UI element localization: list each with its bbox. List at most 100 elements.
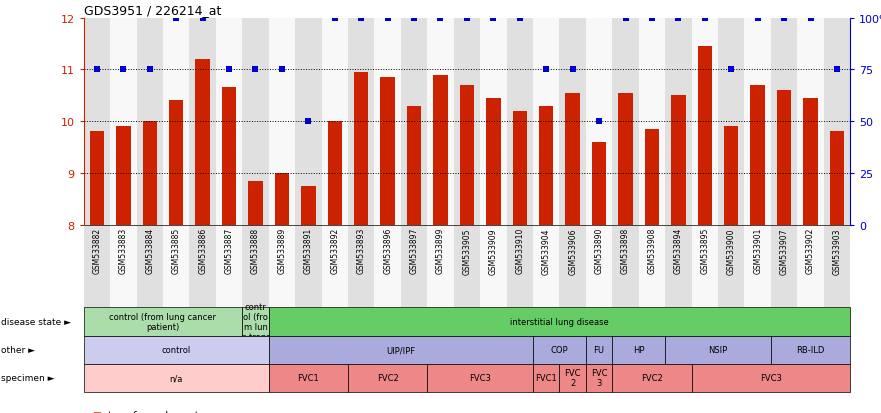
Bar xyxy=(824,19,850,225)
Text: GSM533898: GSM533898 xyxy=(621,228,630,274)
Bar xyxy=(295,225,322,308)
Bar xyxy=(269,225,295,308)
Bar xyxy=(586,336,612,364)
Bar xyxy=(269,364,348,392)
Bar xyxy=(427,19,454,225)
Bar xyxy=(401,225,427,308)
Bar xyxy=(242,225,269,308)
Bar xyxy=(137,19,163,225)
Bar xyxy=(539,106,553,225)
Text: GSM533890: GSM533890 xyxy=(595,228,603,274)
Text: GSM533909: GSM533909 xyxy=(489,228,498,274)
Bar xyxy=(507,225,533,308)
Bar xyxy=(559,225,586,308)
Bar xyxy=(559,364,586,392)
Bar xyxy=(322,19,348,225)
Bar xyxy=(771,19,797,225)
Text: contr
ol (fro
m lun
g trans: contr ol (fro m lun g trans xyxy=(241,303,270,341)
Text: GSM533904: GSM533904 xyxy=(542,228,551,274)
Bar xyxy=(692,225,718,308)
Bar xyxy=(222,88,236,225)
Bar xyxy=(407,106,421,225)
Bar xyxy=(348,225,374,308)
Text: FVC3: FVC3 xyxy=(760,373,781,382)
Bar xyxy=(480,19,507,225)
Bar xyxy=(348,364,427,392)
Bar xyxy=(639,225,665,308)
Bar xyxy=(744,19,771,225)
Bar xyxy=(169,101,183,225)
Bar xyxy=(559,19,586,225)
Bar xyxy=(189,19,216,225)
Bar xyxy=(803,99,818,225)
Text: FVC3: FVC3 xyxy=(470,373,491,382)
Bar xyxy=(143,122,157,225)
Bar xyxy=(295,19,322,225)
Bar xyxy=(533,19,559,225)
Bar xyxy=(665,336,771,364)
Bar xyxy=(513,112,527,225)
Bar xyxy=(401,19,427,225)
Bar xyxy=(586,19,612,225)
Text: transformed count: transformed count xyxy=(108,410,199,413)
Bar xyxy=(196,60,210,225)
Text: GSM533883: GSM533883 xyxy=(119,228,128,274)
Bar xyxy=(692,364,850,392)
Bar xyxy=(797,19,824,225)
Text: GSM533910: GSM533910 xyxy=(515,228,524,274)
Bar xyxy=(454,225,480,308)
Bar xyxy=(533,364,559,392)
Text: GSM533896: GSM533896 xyxy=(383,228,392,274)
Bar xyxy=(486,99,500,225)
Text: ■: ■ xyxy=(93,410,101,413)
Bar xyxy=(586,225,612,308)
Bar xyxy=(612,19,639,225)
Bar xyxy=(612,336,665,364)
Bar xyxy=(374,19,401,225)
Text: FVC
3: FVC 3 xyxy=(591,368,607,387)
Bar xyxy=(830,132,844,225)
Bar xyxy=(751,86,765,225)
Bar xyxy=(84,225,110,308)
Bar xyxy=(718,19,744,225)
Text: disease state ►: disease state ► xyxy=(1,317,70,326)
Text: GSM533903: GSM533903 xyxy=(833,228,841,274)
Bar xyxy=(427,225,454,308)
Bar xyxy=(322,225,348,308)
Text: GDS3951 / 226214_at: GDS3951 / 226214_at xyxy=(84,5,221,17)
Text: GSM533897: GSM533897 xyxy=(410,228,418,274)
Text: NSIP: NSIP xyxy=(708,345,728,354)
Text: GSM533891: GSM533891 xyxy=(304,228,313,274)
Bar xyxy=(771,225,797,308)
Text: UIP/IPF: UIP/IPF xyxy=(386,345,416,354)
Text: HP: HP xyxy=(633,345,645,354)
Bar xyxy=(248,181,263,225)
Bar xyxy=(744,225,771,308)
Bar xyxy=(301,186,315,225)
Bar xyxy=(216,19,242,225)
Bar xyxy=(269,308,850,336)
Bar xyxy=(242,19,269,225)
Text: GSM533882: GSM533882 xyxy=(93,228,101,273)
Bar xyxy=(110,19,137,225)
Bar xyxy=(692,19,718,225)
Text: GSM533885: GSM533885 xyxy=(172,228,181,274)
Bar xyxy=(586,364,612,392)
Bar xyxy=(137,225,163,308)
Bar xyxy=(454,19,480,225)
Bar xyxy=(460,86,474,225)
Bar xyxy=(116,127,130,225)
Bar xyxy=(480,225,507,308)
Text: GSM533899: GSM533899 xyxy=(436,228,445,274)
Text: FVC
2: FVC 2 xyxy=(565,368,581,387)
Text: FVC2: FVC2 xyxy=(377,373,398,382)
Bar xyxy=(90,132,104,225)
Bar xyxy=(724,127,738,225)
Bar xyxy=(824,225,850,308)
Bar xyxy=(671,96,685,225)
Bar xyxy=(216,225,242,308)
Text: specimen ►: specimen ► xyxy=(1,373,55,382)
Text: n/a: n/a xyxy=(169,373,183,382)
Text: FVC1: FVC1 xyxy=(298,373,319,382)
Text: GSM533908: GSM533908 xyxy=(648,228,656,274)
